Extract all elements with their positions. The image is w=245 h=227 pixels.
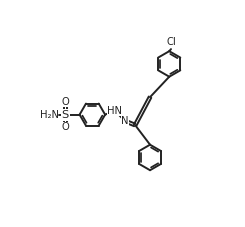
Text: O: O: [61, 97, 69, 107]
Text: N: N: [121, 116, 129, 126]
Text: H₂N: H₂N: [40, 110, 59, 120]
Text: Cl: Cl: [167, 37, 176, 47]
Text: HN: HN: [107, 106, 122, 116]
Text: S: S: [62, 110, 69, 120]
Text: O: O: [61, 122, 69, 132]
